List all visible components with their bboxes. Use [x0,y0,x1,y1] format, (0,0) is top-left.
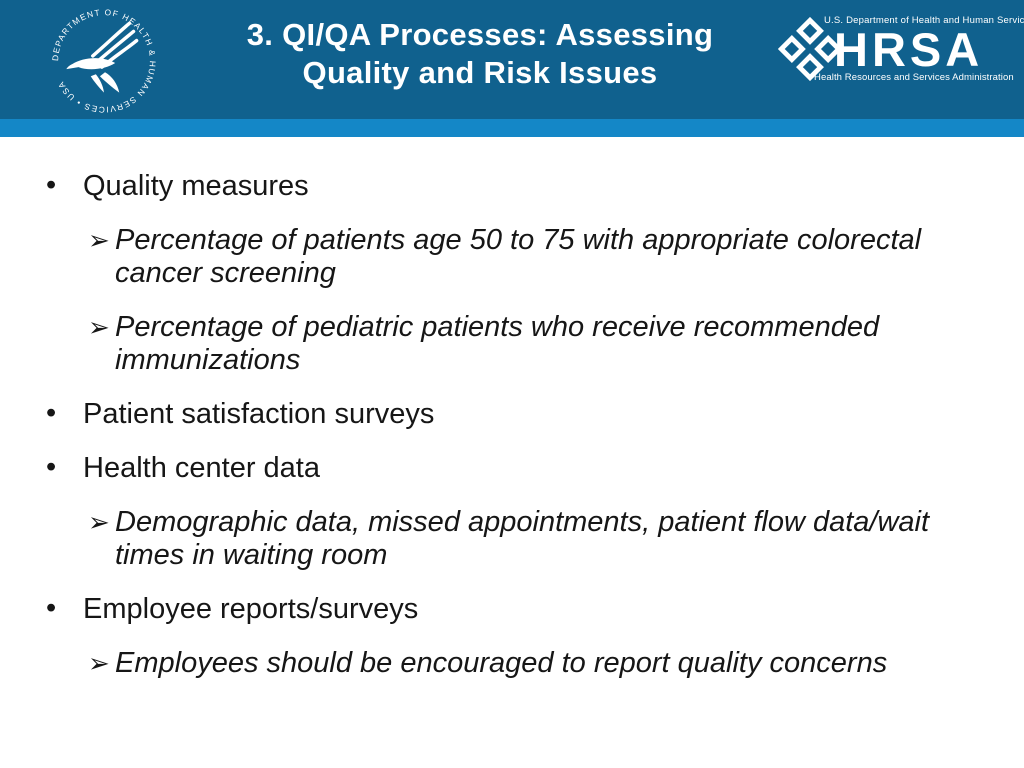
sub-bullet-item: ➢ Employees should be encouraged to repo… [0,647,1024,680]
bullet-item: • Patient satisfaction surveys [0,397,1024,431]
accent-stripe [0,119,1024,137]
bullet-dot-icon: • [46,397,57,429]
bullet-text: Patient satisfaction surveys [83,398,435,430]
sub-bullet-item: ➢ Percentage of pediatric patients who r… [0,311,1024,377]
hrsa-acronym: HRSA [834,22,984,76]
bullet-item: • Health center data [0,451,1024,485]
title-line-1: 3. QI/QA Processes: Assessing [246,17,714,52]
hrsa-bottom-text: Health Resources and Services Administra… [814,72,1014,83]
sub-bullet-item: ➢ Percentage of patients age 50 to 75 wi… [0,224,1024,290]
arrow-bullet-icon: ➢ [88,312,110,342]
bullet-text: Quality measures [83,170,309,202]
arrow-bullet-icon: ➢ [88,648,110,678]
slide-header: DEPARTMENT OF HEALTH & HUMAN SERVICES • … [0,0,1024,119]
sub-bullet-text: Percentage of pediatric patients who rec… [115,311,880,376]
sub-bullet-text: Demographic data, missed appointments, p… [115,506,930,571]
arrow-bullet-icon: ➢ [88,507,110,537]
bullet-item: • Quality measures [0,169,1024,203]
hrsa-top-text: U.S. Department of Health and Human Serv… [824,15,1024,26]
title-line-2: Quality and Risk Issues [302,55,658,90]
bullet-item: • Employee reports/surveys [0,592,1024,626]
sub-bullet-item: ➢ Demographic data, missed appointments,… [0,506,1024,572]
hrsa-diamond-icon [778,17,842,81]
bullet-dot-icon: • [46,451,57,483]
arrow-bullet-icon: ➢ [88,225,110,255]
bullet-dot-icon: • [46,592,57,624]
slide-body: • Quality measures ➢ Percentage of patie… [0,137,1024,680]
hhs-eagle-icon: DEPARTMENT OF HEALTH & HUMAN SERVICES • … [50,7,157,115]
bullet-text: Health center data [83,452,320,484]
sub-bullet-text: Percentage of patients age 50 to 75 with… [115,224,922,289]
hrsa-logo: U.S. Department of Health and Human Serv… [778,15,1024,83]
bullet-text: Employee reports/surveys [83,593,419,625]
bullet-dot-icon: • [46,169,57,201]
hrsa-row: HRSA [778,17,998,81]
slide-title: 3. QI/QA Processes: Assessing Quality an… [160,16,800,92]
sub-bullet-text: Employees should be encouraged to report… [115,647,888,679]
hhs-logo: DEPARTMENT OF HEALTH & HUMAN SERVICES • … [48,5,160,117]
